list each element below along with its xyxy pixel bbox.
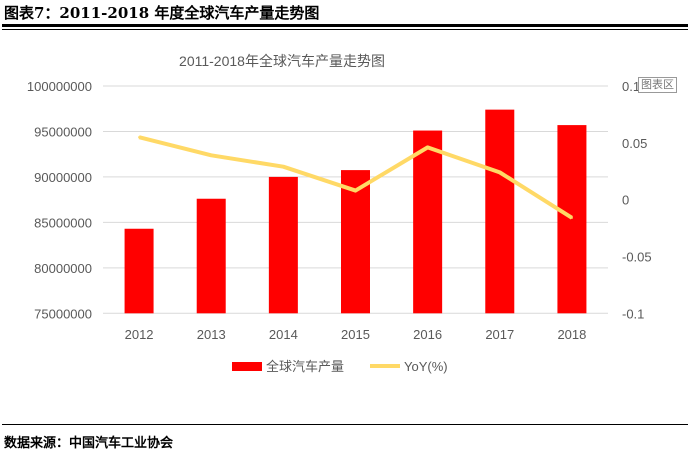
legend: 全球汽车产量 YoY(%) — [232, 359, 448, 374]
bar-2016[interactable] — [413, 130, 443, 314]
bar-2013[interactable] — [196, 198, 226, 314]
bar-2015[interactable] — [341, 170, 370, 314]
bar-2018[interactable] — [557, 125, 587, 314]
bar-2017[interactable] — [485, 109, 515, 314]
x-tick-label: 2018 — [557, 327, 586, 342]
x-tick-label: 2012 — [125, 327, 154, 342]
right-tick-label: 0.1 — [622, 79, 640, 94]
left-tick-label: 75000000 — [34, 306, 92, 321]
bar-2014[interactable] — [268, 176, 298, 314]
left-tick-label: 100000000 — [27, 79, 92, 94]
figure-heading: 图表7：2011-2018 年度全球汽车产量走势图 — [4, 4, 320, 22]
heading-rule-thin — [2, 29, 688, 30]
yoy-point-2018 — [570, 216, 573, 219]
chart-title: 2011-2018年全球汽车产量走势图 — [179, 53, 385, 69]
bar-2012[interactable] — [124, 228, 154, 314]
yoy-point-2016 — [426, 146, 429, 149]
yoy-point-2015 — [354, 189, 357, 192]
chart-area-tooltip: 图表区 — [638, 77, 677, 93]
x-tick-label: 2014 — [269, 327, 298, 342]
x-tick-label: 2015 — [341, 327, 370, 342]
left-tick-label: 95000000 — [34, 124, 92, 139]
legend-bar-label: 全球汽车产量 — [266, 359, 344, 374]
left-tick-label: 90000000 — [34, 170, 92, 185]
x-tick-label: 2013 — [197, 327, 226, 342]
x-tick-label: 2016 — [413, 327, 442, 342]
left-tick-label: 85000000 — [34, 215, 92, 230]
left-tick-label: 80000000 — [34, 261, 92, 276]
yoy-point-2014 — [282, 165, 285, 168]
right-tick-label: 0.05 — [622, 136, 647, 151]
right-tick-label: -0.05 — [622, 249, 652, 264]
source-note: 数据来源：中国汽车工业协会 — [4, 436, 174, 451]
legend-bar-swatch — [232, 362, 262, 371]
legend-line-label: YoY(%) — [404, 359, 448, 374]
yoy-point-2017 — [498, 171, 501, 174]
yoy-point-2013 — [210, 154, 213, 157]
right-tick-label: -0.1 — [622, 306, 644, 321]
x-tick-label: 2017 — [485, 327, 514, 342]
yoy-point-2012 — [138, 136, 141, 139]
heading-rule — [2, 24, 688, 27]
footer-rule — [2, 424, 688, 425]
right-tick-label: 0 — [622, 193, 629, 208]
